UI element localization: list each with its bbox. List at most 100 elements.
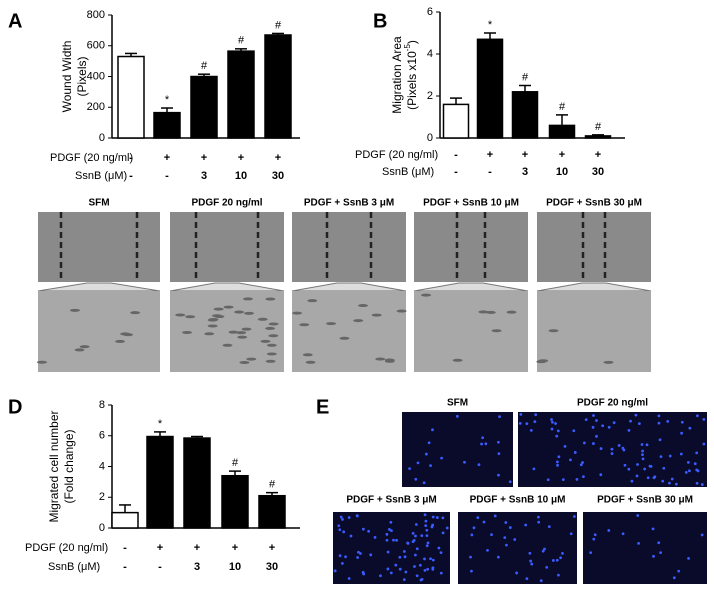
cell bbox=[241, 327, 252, 331]
nucleus bbox=[569, 532, 573, 536]
nucleus bbox=[623, 463, 627, 467]
nucleus bbox=[561, 552, 564, 555]
significance-mark: # bbox=[238, 35, 245, 47]
nucleus bbox=[555, 558, 559, 562]
nucleus bbox=[340, 562, 344, 565]
nucleus bbox=[341, 517, 344, 521]
cell bbox=[222, 343, 233, 347]
nucleus bbox=[369, 553, 373, 557]
nucleus bbox=[653, 475, 657, 479]
cell bbox=[207, 324, 218, 328]
nucleus bbox=[584, 418, 588, 422]
nucleus bbox=[497, 473, 500, 477]
nucleus bbox=[347, 516, 351, 519]
nucleus bbox=[592, 442, 595, 445]
nucleus bbox=[429, 464, 432, 468]
cell bbox=[244, 311, 255, 315]
nucleus bbox=[617, 444, 621, 447]
nucleus bbox=[550, 427, 554, 431]
nucleus bbox=[550, 418, 553, 421]
y-axis-label-part: (Pixels x10 bbox=[405, 51, 419, 110]
nucleus bbox=[546, 478, 550, 482]
y-tick-label: 6 bbox=[99, 430, 105, 442]
nucleus bbox=[621, 446, 625, 450]
nucleus bbox=[582, 475, 585, 479]
y-axis-label: Wound Width bbox=[60, 41, 74, 113]
error-bar bbox=[272, 32, 284, 35]
nucleus bbox=[414, 477, 418, 481]
significance-mark: * bbox=[488, 19, 493, 31]
fluorescence-image bbox=[583, 512, 707, 584]
nucleus bbox=[490, 533, 493, 537]
cell bbox=[239, 360, 250, 364]
cell bbox=[538, 359, 549, 363]
y-tick-label: 8 bbox=[99, 399, 105, 411]
row-value: + bbox=[269, 542, 275, 554]
bar bbox=[511, 91, 539, 139]
significance-mark: * bbox=[165, 94, 170, 106]
nucleus bbox=[463, 460, 466, 464]
nucleus bbox=[497, 452, 501, 456]
cell bbox=[299, 323, 310, 327]
error-bar bbox=[154, 431, 166, 437]
nucleus bbox=[582, 441, 586, 445]
cell bbox=[353, 319, 364, 323]
cell bbox=[384, 359, 395, 363]
nucleus bbox=[431, 558, 435, 562]
nucleus bbox=[504, 521, 508, 524]
nucleus bbox=[551, 420, 554, 424]
nucleus bbox=[481, 436, 485, 440]
y-axis-label-part: (Pixels) bbox=[75, 56, 89, 96]
nucleus bbox=[431, 428, 434, 432]
cell bbox=[478, 310, 489, 314]
nucleus bbox=[657, 541, 661, 545]
nucleus bbox=[695, 468, 699, 472]
image-label: PDGF + SsnB 30 μM bbox=[597, 495, 693, 506]
nucleus bbox=[437, 546, 441, 550]
nucleus bbox=[627, 429, 631, 432]
image-label: SFM bbox=[447, 398, 468, 409]
nucleus bbox=[579, 463, 583, 467]
nucleus bbox=[529, 428, 533, 432]
nucleus bbox=[361, 527, 365, 531]
cell bbox=[246, 357, 257, 361]
nucleus bbox=[496, 440, 500, 444]
y-tick-label: 2 bbox=[427, 90, 433, 102]
nucleus bbox=[402, 550, 406, 553]
nucleus bbox=[554, 422, 557, 425]
nucleus bbox=[627, 467, 631, 471]
cell bbox=[292, 311, 303, 315]
cell bbox=[268, 334, 279, 338]
nucleus bbox=[415, 574, 419, 578]
nucleus bbox=[657, 414, 661, 418]
nucleus bbox=[431, 523, 435, 527]
y-axis-label: (Pixels) bbox=[75, 56, 89, 96]
error-bar bbox=[125, 52, 137, 57]
nucleus bbox=[702, 442, 706, 446]
nucleus bbox=[637, 542, 640, 545]
bar bbox=[476, 38, 504, 139]
nucleus bbox=[379, 574, 382, 578]
row-value: + bbox=[559, 149, 565, 161]
cell bbox=[115, 339, 126, 343]
nucleus bbox=[599, 473, 603, 477]
nucleus bbox=[513, 538, 517, 541]
image-label: PDGF 20 ng/ml bbox=[191, 198, 262, 209]
nucleus bbox=[406, 541, 410, 545]
nucleus bbox=[592, 537, 596, 541]
nucleus bbox=[556, 429, 560, 433]
nucleus bbox=[425, 534, 429, 538]
nucleus bbox=[652, 554, 655, 558]
nucleus bbox=[337, 524, 341, 528]
y-tick-label: 400 bbox=[87, 70, 105, 82]
row-label: PDGF (20 ng/ml) bbox=[25, 542, 108, 554]
nucleus bbox=[470, 533, 474, 537]
nucleus bbox=[537, 520, 541, 524]
cell bbox=[371, 313, 382, 317]
cell bbox=[506, 310, 517, 314]
row-label: SsnB (μM) bbox=[382, 166, 434, 178]
error-bar bbox=[450, 97, 462, 105]
nucleus bbox=[476, 516, 480, 520]
nucleus bbox=[493, 514, 497, 518]
nucleus bbox=[347, 577, 351, 580]
